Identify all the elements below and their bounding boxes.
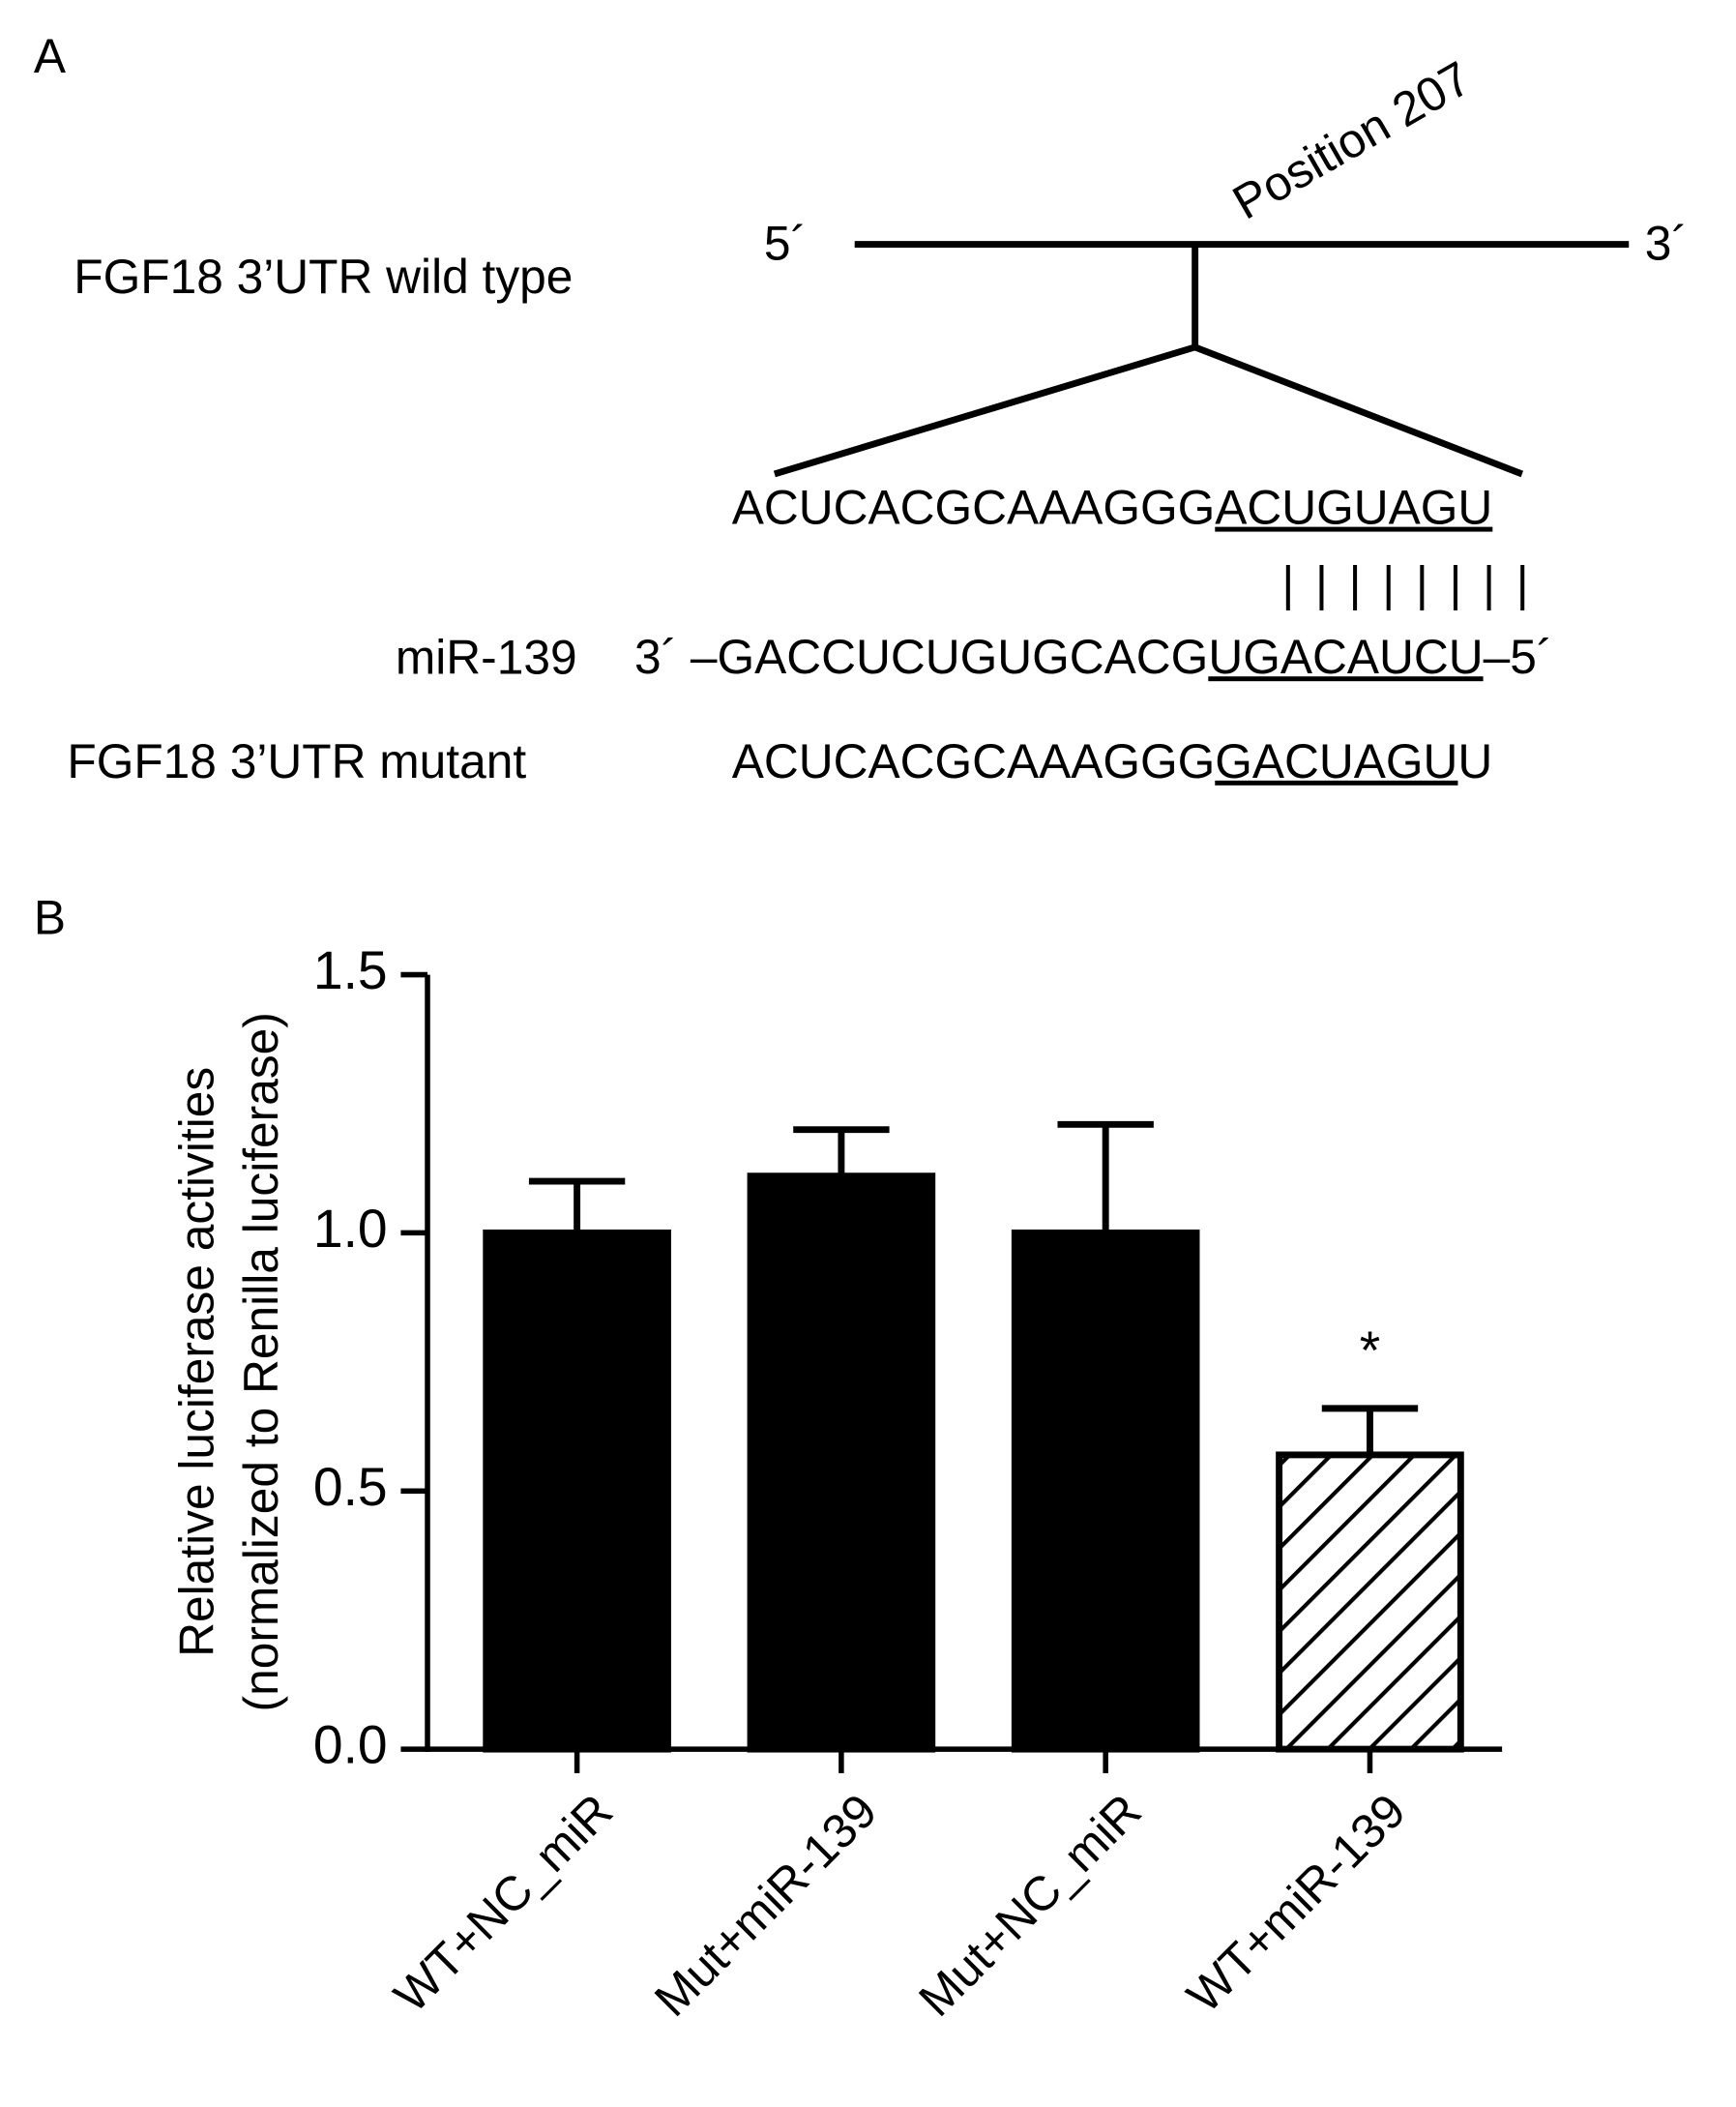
seed-site: UGACAUCU xyxy=(1208,630,1483,684)
mutated-site: GACUAGU xyxy=(1215,734,1457,788)
wild-type-label: FGF18 3’UTR wild type xyxy=(74,250,573,304)
panel-a: A FGF18 3’UTR wild type 5´ 3´ Position 2… xyxy=(34,29,1688,788)
panel-label: A xyxy=(34,29,67,83)
panel-b: B 0.0 0.5 1.0 1.5 Relative luciferase activi… xyxy=(34,890,1503,2027)
x-tick-label: Mut+NC_miR xyxy=(908,1784,1151,2027)
bar xyxy=(747,1172,936,1753)
sequence-part: ACUCACGCAAAGGG xyxy=(732,481,1216,535)
significance-mark: * xyxy=(1360,1321,1380,1380)
utr-schematic xyxy=(773,241,1630,478)
sequence-part: –5´ xyxy=(1484,630,1553,684)
seed-site: ACUGUAGU xyxy=(1215,481,1492,535)
bar xyxy=(1011,1229,1200,1753)
y-tick-label: 1.0 xyxy=(313,1199,388,1259)
bar xyxy=(1276,1451,1464,1753)
base-pairing: | | | | | | | | xyxy=(1281,556,1528,610)
sequence-part: 3´ –GACCUCUGUGCACG xyxy=(634,630,1208,684)
three-prime: 3´ xyxy=(1645,216,1688,270)
wild-type-sequence: ACUCACGCAAAGGGACUGUAGU xyxy=(732,481,1493,535)
x-tick-label: WT+miR-139 xyxy=(1176,1784,1415,2023)
y-axis-title: (normalized to Renilla luciferase) xyxy=(234,1012,288,1711)
sequence-part: ACUCACGCAAAGGG xyxy=(732,734,1216,788)
y-tick-label: 0.5 xyxy=(313,1457,388,1517)
y-tick-label: 1.5 xyxy=(313,940,388,1000)
panel-label: B xyxy=(34,890,66,944)
mirna-label: miR-139 xyxy=(396,630,577,684)
x-tick-label: Mut+miR-139 xyxy=(644,1784,887,2027)
five-prime: 5´ xyxy=(764,216,807,270)
x-tick-label: WT+NC_miR xyxy=(384,1784,623,2023)
bar xyxy=(483,1229,671,1753)
y-tick-label: 0.0 xyxy=(313,1715,388,1775)
mutant-label: FGF18 3’UTR mutant xyxy=(67,734,526,788)
y-axis-title: Relative luciferase activities xyxy=(170,1067,224,1657)
mirna-sequence: 3´ –GACCUCUGUGCACGUGACAUCU–5´ xyxy=(634,630,1552,684)
mutant-sequence: ACUCACGCAAAGGGGACUAGUU xyxy=(732,734,1493,788)
sequence-part: U xyxy=(1457,734,1492,788)
position-label: Position 207 xyxy=(1223,50,1480,229)
